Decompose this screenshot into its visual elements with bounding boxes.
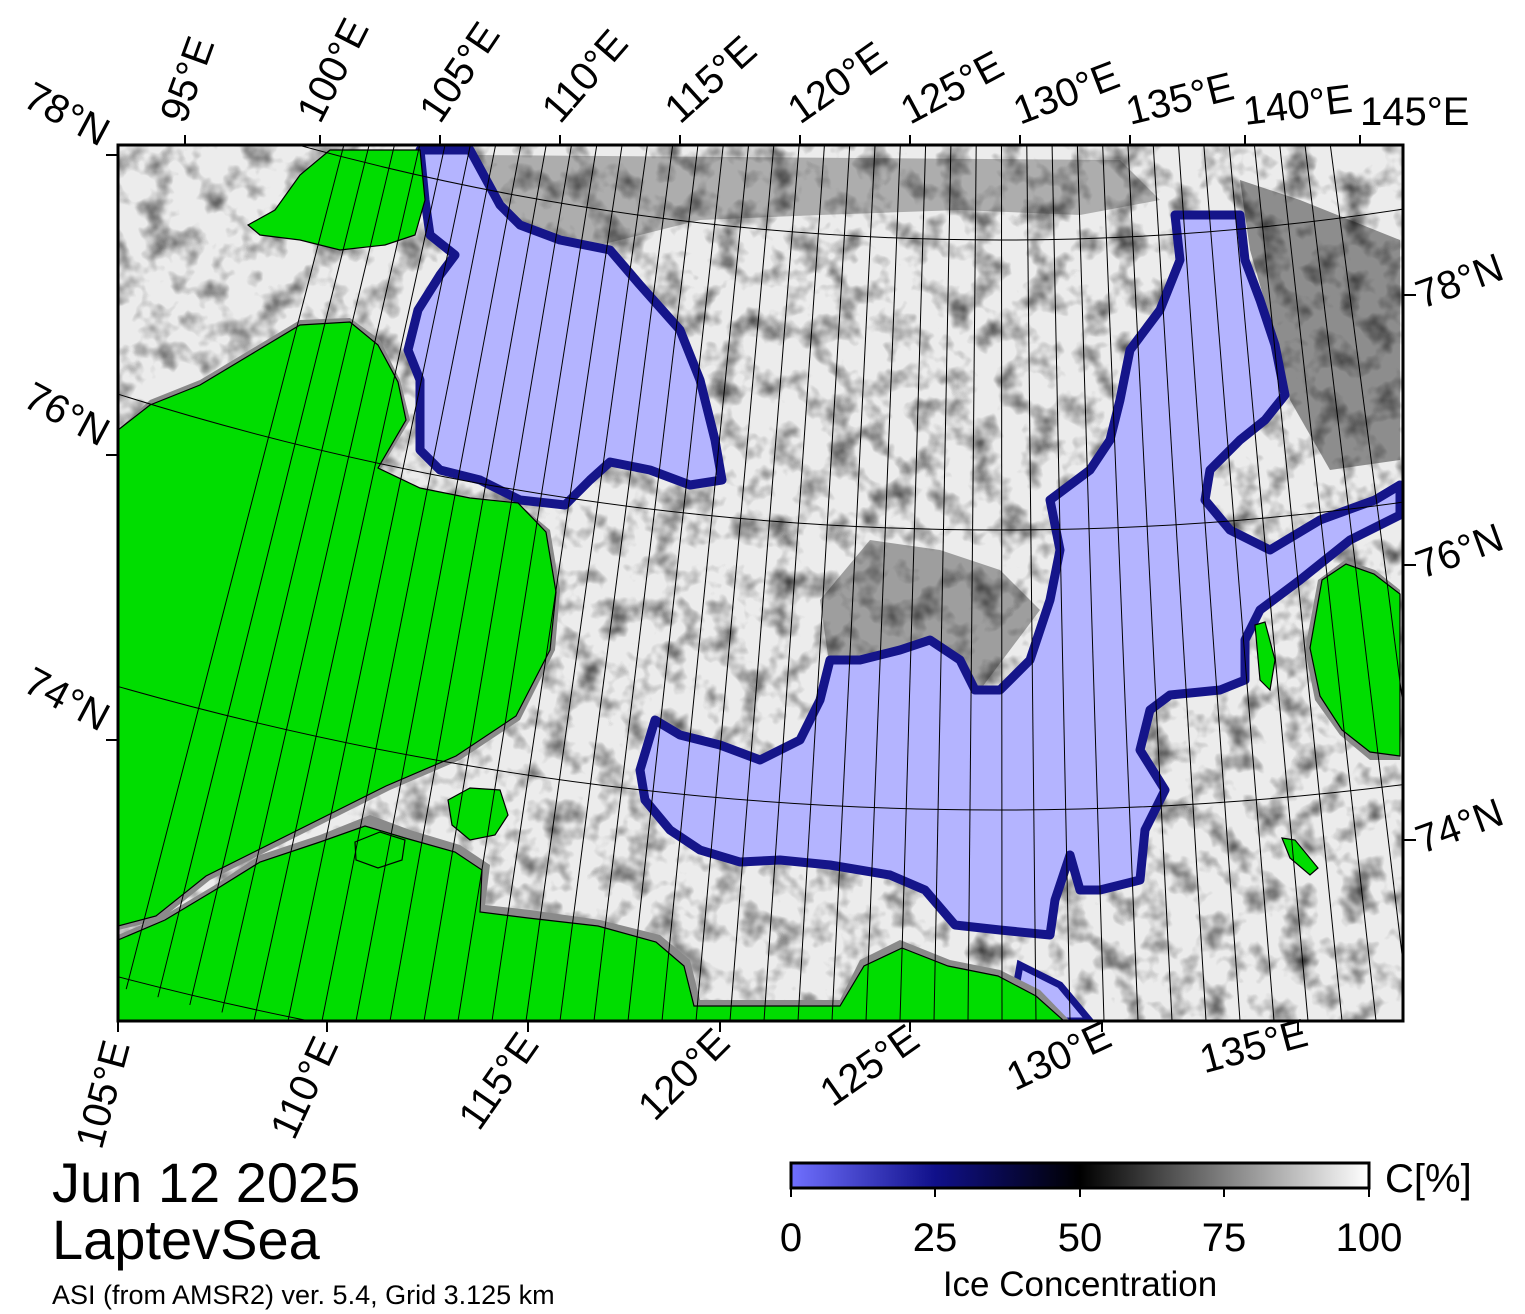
land-new-siberian-islands: [1254, 560, 1401, 876]
meridian-line: [967, 145, 977, 1021]
meridian-line: [763, 145, 825, 1021]
top-longitude-label: 140°E: [1241, 77, 1355, 134]
meridian-line: [1329, 145, 1403, 709]
colorbar-tick-label: 0: [779, 1216, 803, 1260]
meridian-line: [125, 145, 345, 990]
meridian-line: [287, 145, 471, 1021]
colorbar-ticks: [790, 1188, 1370, 1197]
open-water-west-polynya: [403, 145, 727, 510]
top-longitude-label: 145°E: [1360, 90, 1469, 134]
meridian-line: [355, 145, 522, 1021]
meridian-line: [189, 145, 395, 1006]
meridian-line: [627, 145, 724, 1021]
top-longitude-label: 130°E: [1007, 53, 1125, 133]
colorbar-title: Ice Concentration: [942, 1265, 1218, 1304]
meridian-line: [1304, 145, 1403, 967]
top-longitude-label: 135°E: [1122, 65, 1239, 134]
meridian-line: [933, 145, 952, 1021]
bottom-longitude-label: 110°E: [262, 1030, 347, 1145]
meridian-line: [221, 145, 421, 1013]
region-name: LaptevSea: [52, 1208, 320, 1271]
meridian-line: [661, 145, 750, 1021]
meridian-line: [1026, 145, 1037, 1021]
meridian-line: [1228, 145, 1309, 1021]
meridian-line: [321, 145, 497, 1021]
meridian-line: [1000, 145, 1003, 1021]
left-latitude-label: 76°N: [17, 374, 117, 455]
left-latitude-label: 78°N: [17, 74, 117, 155]
colorbar-unit: C[%]: [1385, 1157, 1472, 1201]
meridian-line: [1051, 145, 1071, 1021]
meridian-line: [831, 145, 876, 1021]
bottom-longitude-label: 115°E: [450, 1025, 547, 1137]
colorbar-tick-label: 100: [1335, 1216, 1403, 1260]
top-longitude-label: 120°E: [780, 34, 895, 133]
colorbar-tick-label: 25: [912, 1216, 958, 1260]
meridian-line: [865, 145, 901, 1021]
bottom-longitude-label: 120°E: [630, 1020, 738, 1128]
meridian-line: [1102, 145, 1139, 1021]
land-taymyr-peninsula: [118, 318, 560, 930]
meridian-line: [899, 145, 927, 1021]
top-longitude-label: 115°E: [657, 28, 766, 132]
bottom-longitude-label: 105°E: [68, 1036, 139, 1153]
top-longitude-label: 125°E: [894, 43, 1011, 133]
meridian-line: [695, 145, 775, 1021]
bottom-longitude-label: 125°E: [812, 1016, 927, 1115]
map-frame: [116, 143, 1405, 1023]
meridian-line: [491, 145, 623, 1021]
meridian-line: [157, 145, 370, 998]
map-date: Jun 12 2025: [52, 1151, 361, 1214]
left-latitude-label: 74°N: [17, 659, 117, 740]
meridian-line: [1279, 145, 1377, 1021]
colorbar: [789, 1161, 1371, 1190]
meridian-line: [389, 145, 547, 1021]
meridian-line: [457, 145, 598, 1021]
meridian-line: [1178, 145, 1241, 1021]
meridian-line: [797, 145, 851, 1021]
top-longitude-label: 95°E: [152, 31, 223, 128]
open-water-laptev-central: [635, 210, 1403, 940]
right-latitude-label: 76°N: [1410, 516, 1509, 588]
meridian-line: [559, 145, 674, 1021]
top-longitude-label: 105°E: [411, 15, 509, 130]
colorbar-tick-label: 75: [1201, 1216, 1247, 1260]
land-siberian-coast: [118, 815, 1070, 1021]
meridian-line: [1127, 145, 1173, 1021]
meridian-line: [1253, 145, 1343, 1021]
right-latitude-label: 78°N: [1410, 246, 1509, 318]
land-severnaya-zemlya: [246, 149, 426, 251]
thin-ice-east-band: [1240, 180, 1400, 470]
meridian-line: [525, 145, 648, 1021]
top-longitude-label: 110°E: [534, 22, 637, 131]
meridian-line: [423, 145, 573, 1021]
colorbar-tick-label: 50: [1057, 1216, 1103, 1260]
bottom-longitude-label: 130°E: [1000, 1013, 1118, 1099]
meridian-line: [1203, 145, 1275, 1021]
meridian-line: [1152, 145, 1207, 1021]
right-latitude-label: 74°N: [1410, 791, 1509, 863]
meridian-line: [1076, 145, 1105, 1021]
top-longitude-label: 100°E: [289, 12, 378, 129]
meridian-line: [253, 145, 446, 1020]
meridian-line: [593, 145, 699, 1021]
graticule: [118, 145, 1403, 1021]
meridian-line: [729, 145, 800, 1021]
data-source: ASI (from AMSR2) ver. 5.4, Grid 3.125 km: [52, 1280, 555, 1310]
